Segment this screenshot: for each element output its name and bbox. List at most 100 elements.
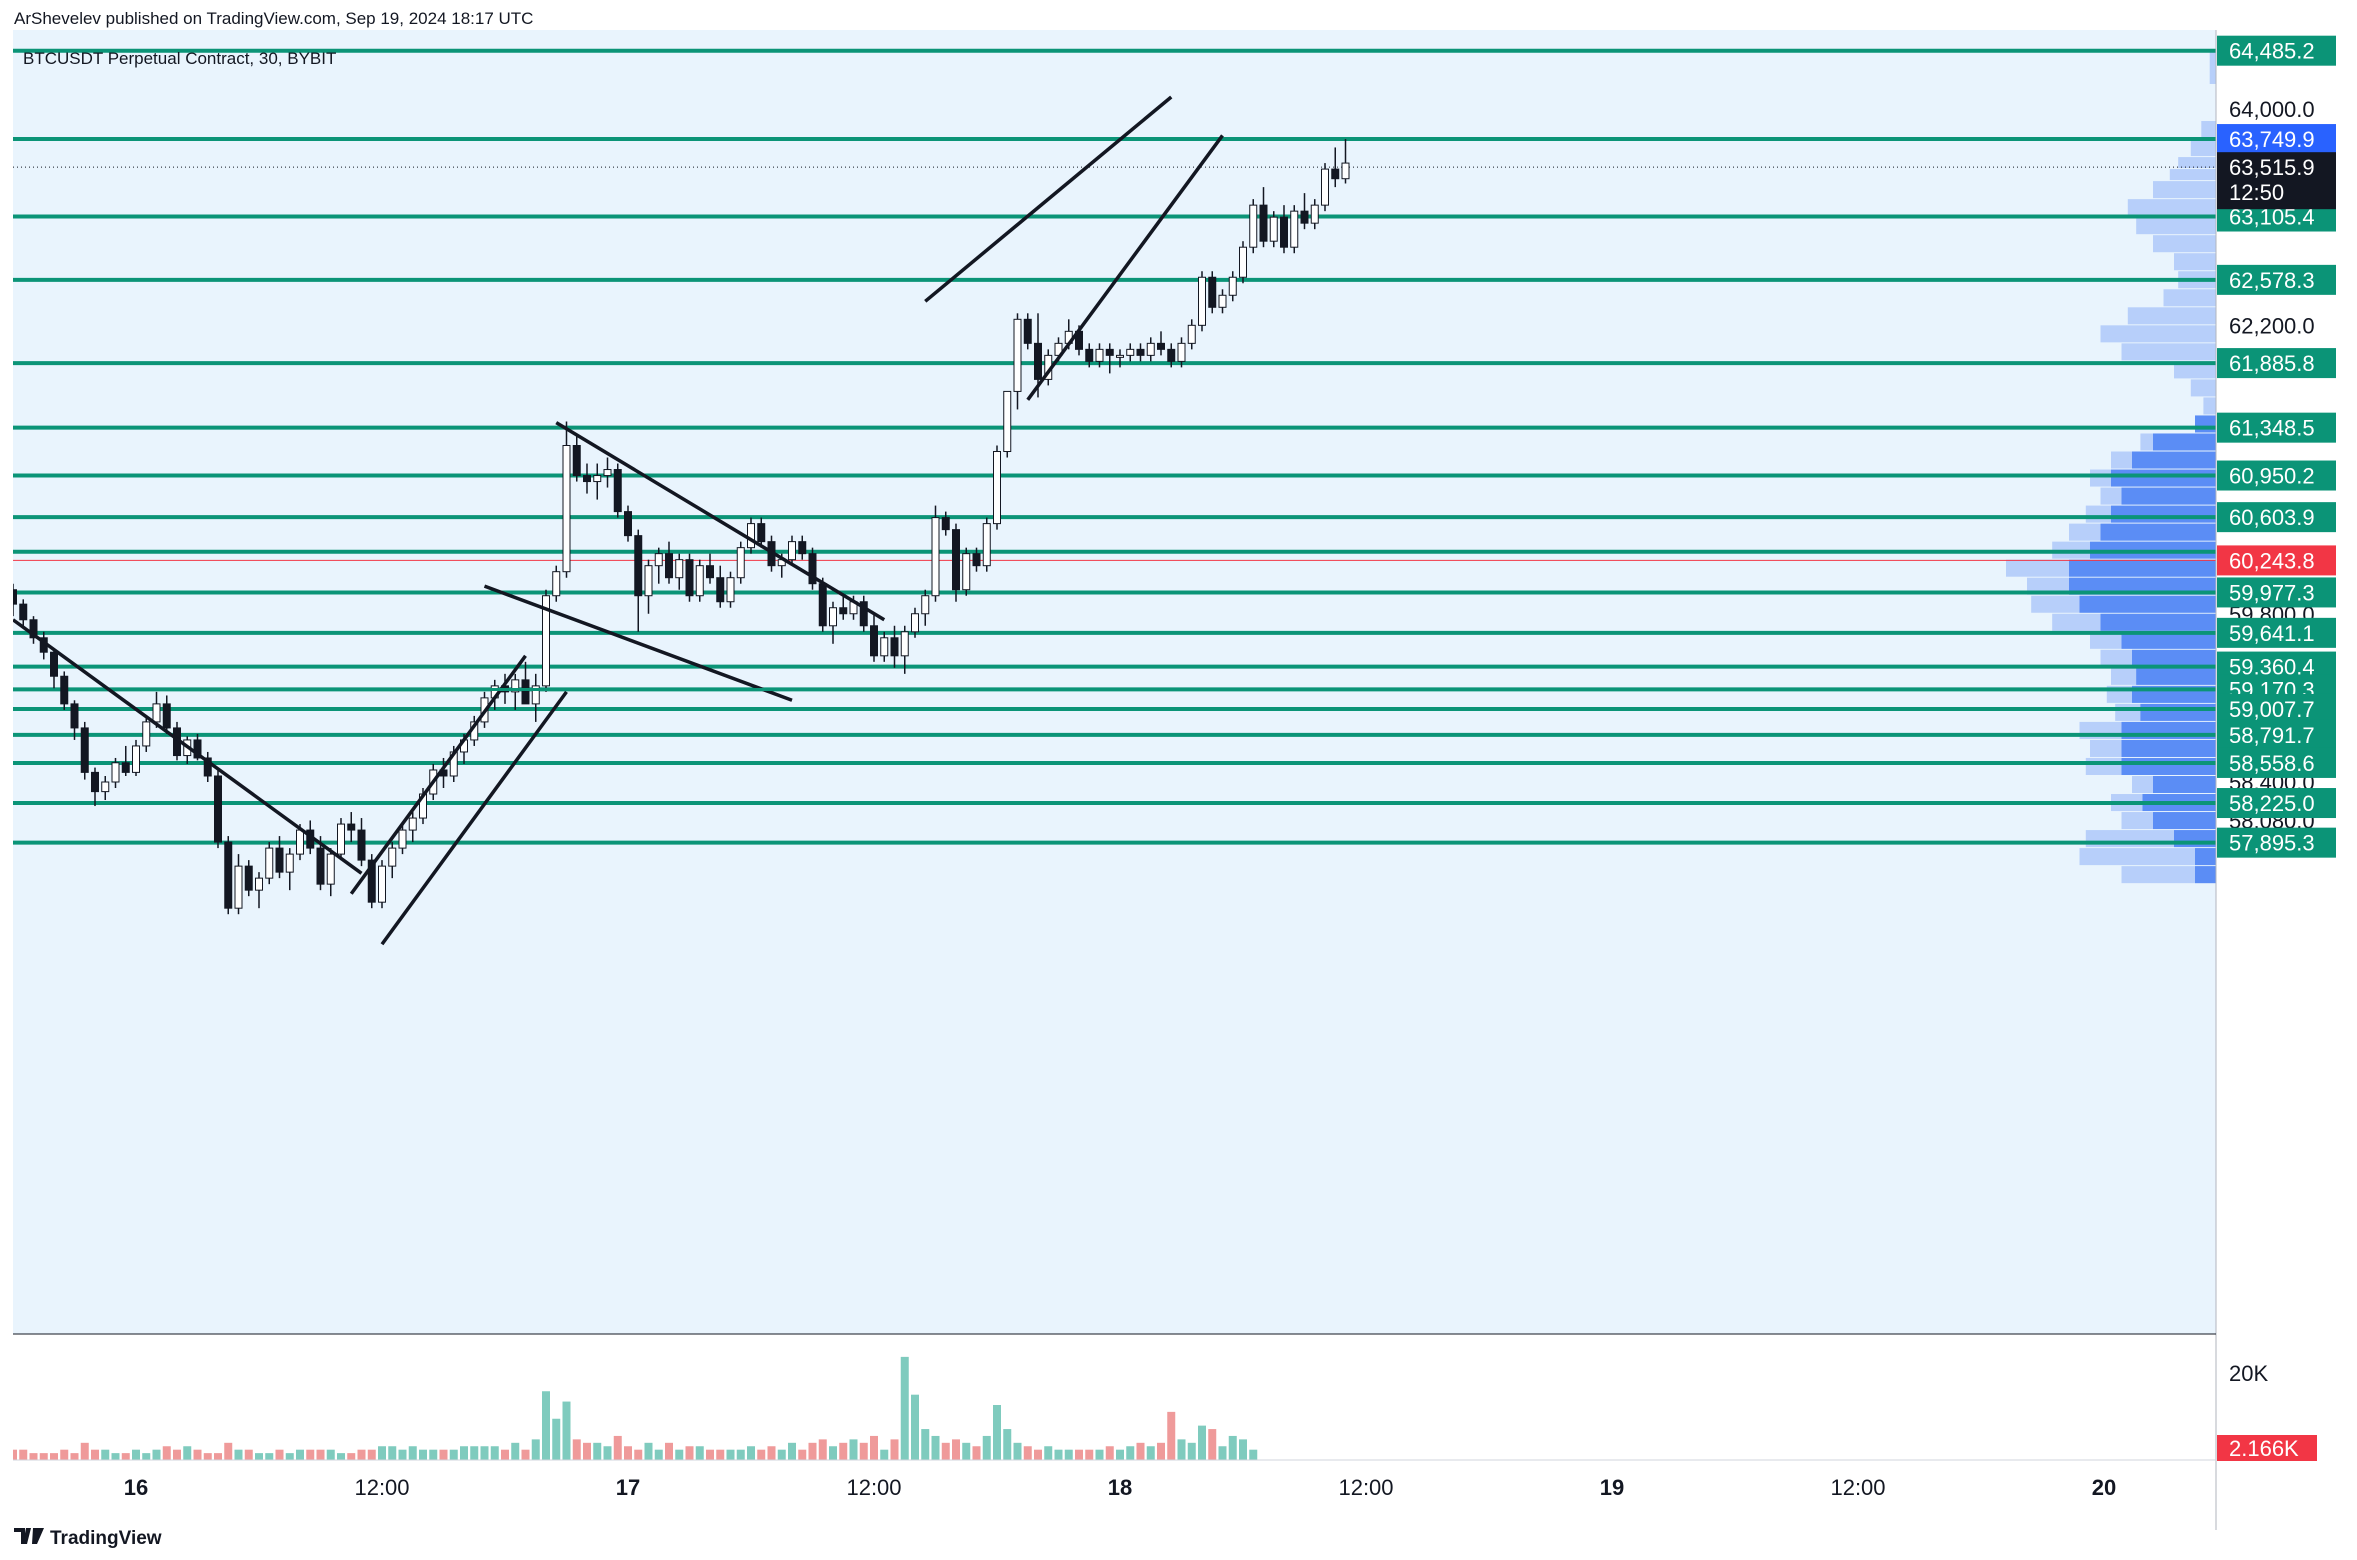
candle-body	[1341, 162, 1350, 180]
candle-body	[285, 853, 294, 873]
volume-bar	[429, 1449, 438, 1460]
volume-profile-bar-dark	[2132, 451, 2216, 469]
price-tag-label: 61,348.5	[2229, 416, 2315, 441]
volume-bar	[203, 1453, 212, 1460]
time-axis[interactable]: 16 12:00 17 12:00 18 12:00 19 12:00 20	[124, 1475, 2116, 1500]
candle-body	[962, 553, 971, 591]
volume-bar	[511, 1442, 520, 1460]
volume-bar	[39, 1453, 48, 1460]
volume-tag	[2217, 1435, 2317, 1461]
volume-bar	[911, 1394, 919, 1460]
volume-bar	[613, 1435, 622, 1460]
candle-body	[1034, 342, 1042, 380]
price-tag	[2217, 264, 2336, 295]
candle-body	[357, 829, 366, 861]
candle-body	[234, 865, 243, 909]
time-axis-label: 12:00	[1830, 1475, 1885, 1500]
candle-body	[572, 445, 581, 477]
candle-body	[347, 823, 356, 831]
candle-body	[1013, 318, 1022, 392]
candle-body	[613, 469, 622, 513]
candle-body	[1208, 276, 1217, 308]
volume-bar	[1198, 1425, 1206, 1460]
volume-bar	[777, 1449, 786, 1460]
chart-svg[interactable]: 64,000.062,200.059,800.058,400.058,080.0…	[13, 30, 2357, 1530]
volume-profile-bar	[2153, 181, 2216, 199]
volume-profile-bar-dark	[2121, 757, 2216, 775]
candle-body	[1249, 204, 1258, 248]
volume-tag-label: 2.166K	[2229, 1436, 2299, 1461]
volume-bar	[1054, 1449, 1063, 1460]
price-tag	[2217, 460, 2336, 491]
volume-bar	[726, 1449, 735, 1460]
volume-bar	[798, 1449, 807, 1460]
volume-profile-bar	[2203, 397, 2216, 415]
volume-bar	[634, 1449, 643, 1460]
volume-bar	[501, 1449, 509, 1460]
candle-body	[193, 739, 202, 759]
candle-body	[132, 745, 140, 773]
volume-bar	[183, 1446, 192, 1460]
volume-bar	[736, 1449, 745, 1460]
candle-body	[224, 841, 233, 909]
volume-profile-bar	[2163, 289, 2216, 307]
volume-profile-bar-dark	[2079, 595, 2216, 613]
candle-body	[1177, 342, 1186, 362]
volume-profile-bar-dark	[2140, 703, 2216, 721]
volume-profile-bar-dark	[2132, 649, 2216, 667]
candle-body	[60, 675, 69, 705]
volume-bar	[1146, 1446, 1155, 1460]
volume-bar	[152, 1449, 161, 1460]
volume-bar	[316, 1449, 325, 1460]
trendline	[13, 618, 363, 875]
candle-body	[685, 559, 694, 597]
volume-bar	[1228, 1435, 1237, 1460]
candle-body	[1187, 324, 1196, 344]
candle-body	[736, 547, 745, 579]
candle-body	[1280, 216, 1288, 248]
volume-profile-bar	[2136, 217, 2216, 235]
volume-bar	[1239, 1439, 1247, 1460]
chart-area[interactable]: 64,000.0 62,200.0 59,800.0 58,400.0 58,080.0…	[13, 30, 2357, 1530]
volume-bar	[60, 1449, 69, 1460]
candle-body	[521, 679, 530, 705]
volume-bar	[870, 1435, 878, 1460]
candle-body	[1023, 318, 1032, 344]
candle-body	[583, 475, 591, 483]
candle-body	[275, 847, 284, 873]
volume-profile-bar-dark	[2121, 739, 2216, 757]
volume-bar	[265, 1453, 274, 1460]
candle-body	[29, 619, 38, 639]
countdown-label: 12:50	[2229, 180, 2284, 205]
volume-profile-bar	[2178, 157, 2216, 169]
volume-bar	[214, 1453, 222, 1460]
volume-bar	[275, 1449, 284, 1460]
candle-body	[50, 651, 58, 677]
volume-bar	[900, 1356, 909, 1460]
price-tag-label: 61,885.8	[2229, 351, 2315, 376]
candle-body	[818, 583, 827, 627]
candle-body	[593, 475, 602, 483]
candle-body	[757, 523, 766, 543]
volume-bar	[224, 1442, 233, 1460]
volume-profile-bar	[2121, 866, 2216, 884]
volume-bar	[388, 1446, 397, 1460]
volume-bar	[13, 1449, 17, 1460]
volume-bar	[91, 1449, 99, 1460]
volume-bar	[1075, 1449, 1083, 1460]
candle-body	[1228, 276, 1237, 296]
current-price-tag	[2217, 152, 2336, 210]
candle-body	[80, 727, 89, 773]
volume-bar	[132, 1449, 140, 1460]
volume-bar	[470, 1446, 479, 1460]
time-axis-label: 19	[1600, 1475, 1624, 1500]
volume-bar	[480, 1446, 489, 1460]
candle-body	[952, 529, 960, 591]
volume-bar	[1136, 1442, 1145, 1460]
volume-bar	[1177, 1439, 1186, 1460]
price-tag-label: 62,578.3	[2229, 268, 2315, 293]
price-tag	[2217, 348, 2336, 379]
volume-bar	[849, 1439, 858, 1460]
candle-body	[624, 511, 632, 537]
volume-bar	[521, 1449, 530, 1460]
